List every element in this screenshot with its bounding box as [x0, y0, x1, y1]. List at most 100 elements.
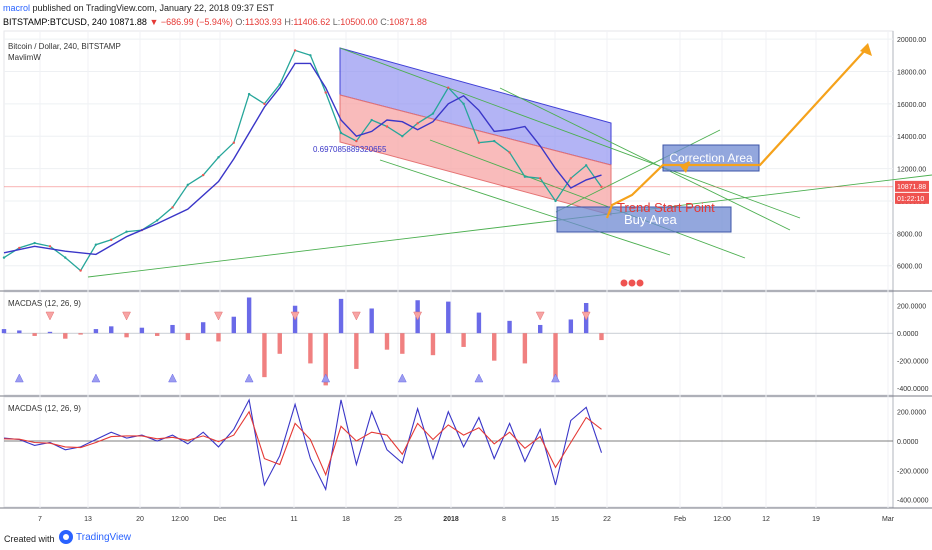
macd-bar [384, 333, 390, 350]
time-tick-label: 2018 [443, 516, 459, 523]
time-tick-label: 12:00 [171, 516, 189, 523]
high-label: H: [284, 17, 294, 27]
buy-signal-icon [321, 373, 331, 383]
chart-canvas[interactable]: 6000.008000.0010000.0012000.0014000.0016… [0, 30, 932, 527]
price-point [293, 49, 297, 52]
price-point [217, 156, 220, 159]
time-tick-label: Mar [882, 516, 895, 523]
sell-signal-icon [535, 311, 545, 321]
macd-bar [200, 322, 206, 334]
macd-bar [338, 298, 344, 334]
time-tick-label: 15 [551, 516, 559, 523]
macd-lines-tick-label: 200.0000 [897, 410, 926, 417]
macd-bar [63, 333, 68, 339]
price-point [523, 175, 527, 178]
buy-area-box [556, 206, 732, 233]
buy-signal-icon [168, 373, 177, 383]
published-text: published on TradingView.com, January 22… [32, 3, 275, 13]
macd-tick-label: -400.0000 [897, 386, 929, 393]
macd-bar [538, 324, 543, 334]
last-price-badge [895, 180, 929, 192]
price-point [401, 135, 404, 138]
macd-bar [476, 312, 482, 334]
trend-start-point-label: Trend Start Point [617, 200, 715, 215]
close-label: C: [380, 17, 390, 27]
tradingview-logo-icon [59, 530, 73, 544]
symbol-label[interactable]: BITSTAMP:BTCUSD, 240 [3, 17, 107, 27]
macd-lines-title: MACDAS (12, 26, 9) [8, 404, 81, 413]
trend-line [379, 159, 671, 256]
time-tick-label: Dec [214, 516, 227, 523]
price-tick-label: 12000.00 [897, 167, 926, 174]
price-point [171, 206, 174, 209]
low-label: L: [332, 17, 341, 27]
sell-signal-icon [214, 311, 223, 321]
price-point [477, 141, 481, 144]
price-point [110, 238, 113, 242]
signal-line [3, 410, 602, 477]
price-tick-label: 6000.00 [897, 264, 922, 271]
trend-line [499, 87, 791, 231]
high-value: 11406.62 [293, 17, 331, 27]
price-point [493, 139, 496, 143]
price-pane-title: Bitcoin / Dollar, 240, BITSTAMP [8, 42, 121, 51]
time-tick-label: 11 [290, 516, 297, 523]
price-point [569, 177, 573, 180]
tradingview-brand[interactable]: TradingView [59, 530, 131, 544]
macd-bar [522, 333, 528, 364]
macd-bar [553, 333, 558, 380]
price-point [309, 54, 312, 57]
buy-signal-icon [91, 373, 101, 383]
time-tick-label: Feb [674, 516, 686, 523]
macd-bar [568, 319, 574, 334]
sell-signal-icon [45, 311, 55, 321]
trend-line [429, 139, 746, 259]
price-series-line [3, 49, 603, 272]
buy-area-label: Buy Area [624, 212, 678, 227]
correction-area-label: Correction Area [669, 151, 753, 165]
price-point [64, 256, 67, 259]
price-point [508, 151, 511, 154]
ohlc-line: BITSTAMP:BTCUSD, 240 10871.88 ▼ −686.99 … [3, 17, 427, 27]
indicator-label: MavlimW [8, 53, 41, 62]
arrow-head [680, 160, 691, 173]
macd-bar [246, 297, 252, 334]
sell-signal-icon [581, 311, 591, 321]
macd-bar [32, 333, 37, 336]
chart-header: macrol published on TradingView.com, Jan… [0, 0, 932, 30]
sell-signal-icon [290, 311, 300, 321]
macd-lines-tick-label: -400.0000 [897, 498, 929, 505]
macd-bar [461, 333, 466, 347]
macd-bar [507, 320, 512, 334]
buy-signal-icon [14, 373, 24, 383]
price-point [431, 112, 435, 115]
macd-bar [446, 301, 451, 334]
macd-tick-label: 200.0000 [897, 304, 926, 311]
low-value: 10500.00 [340, 17, 378, 27]
time-tick-label: 20 [136, 516, 144, 523]
macd-bar [170, 324, 175, 334]
author-link[interactable]: macrol [3, 3, 31, 13]
footer: Created with TradingView [0, 527, 932, 550]
created-with-label: Created with [4, 534, 55, 544]
price-point [324, 91, 327, 94]
mavlimw-line [3, 62, 602, 256]
time-tick-label: 12 [762, 516, 770, 523]
price-point [156, 219, 159, 222]
price-point [48, 245, 52, 248]
price-tick-label: 16000.00 [897, 102, 926, 109]
countdown-badge-label: 01:22:10 [897, 196, 924, 203]
trend-line [555, 129, 721, 213]
event-marker-icon [619, 278, 629, 288]
countdown-badge [895, 192, 929, 204]
macd-bar [308, 333, 313, 364]
price-point [94, 243, 98, 246]
price-point [539, 177, 542, 180]
time-tick-label: 7 [38, 516, 42, 523]
price-point [18, 246, 21, 250]
buy-signal-icon [397, 373, 407, 383]
open-value: 11303.93 [244, 17, 282, 27]
macd-bar [185, 333, 191, 341]
event-marker-icon [635, 278, 645, 288]
macd-bar [354, 333, 359, 369]
